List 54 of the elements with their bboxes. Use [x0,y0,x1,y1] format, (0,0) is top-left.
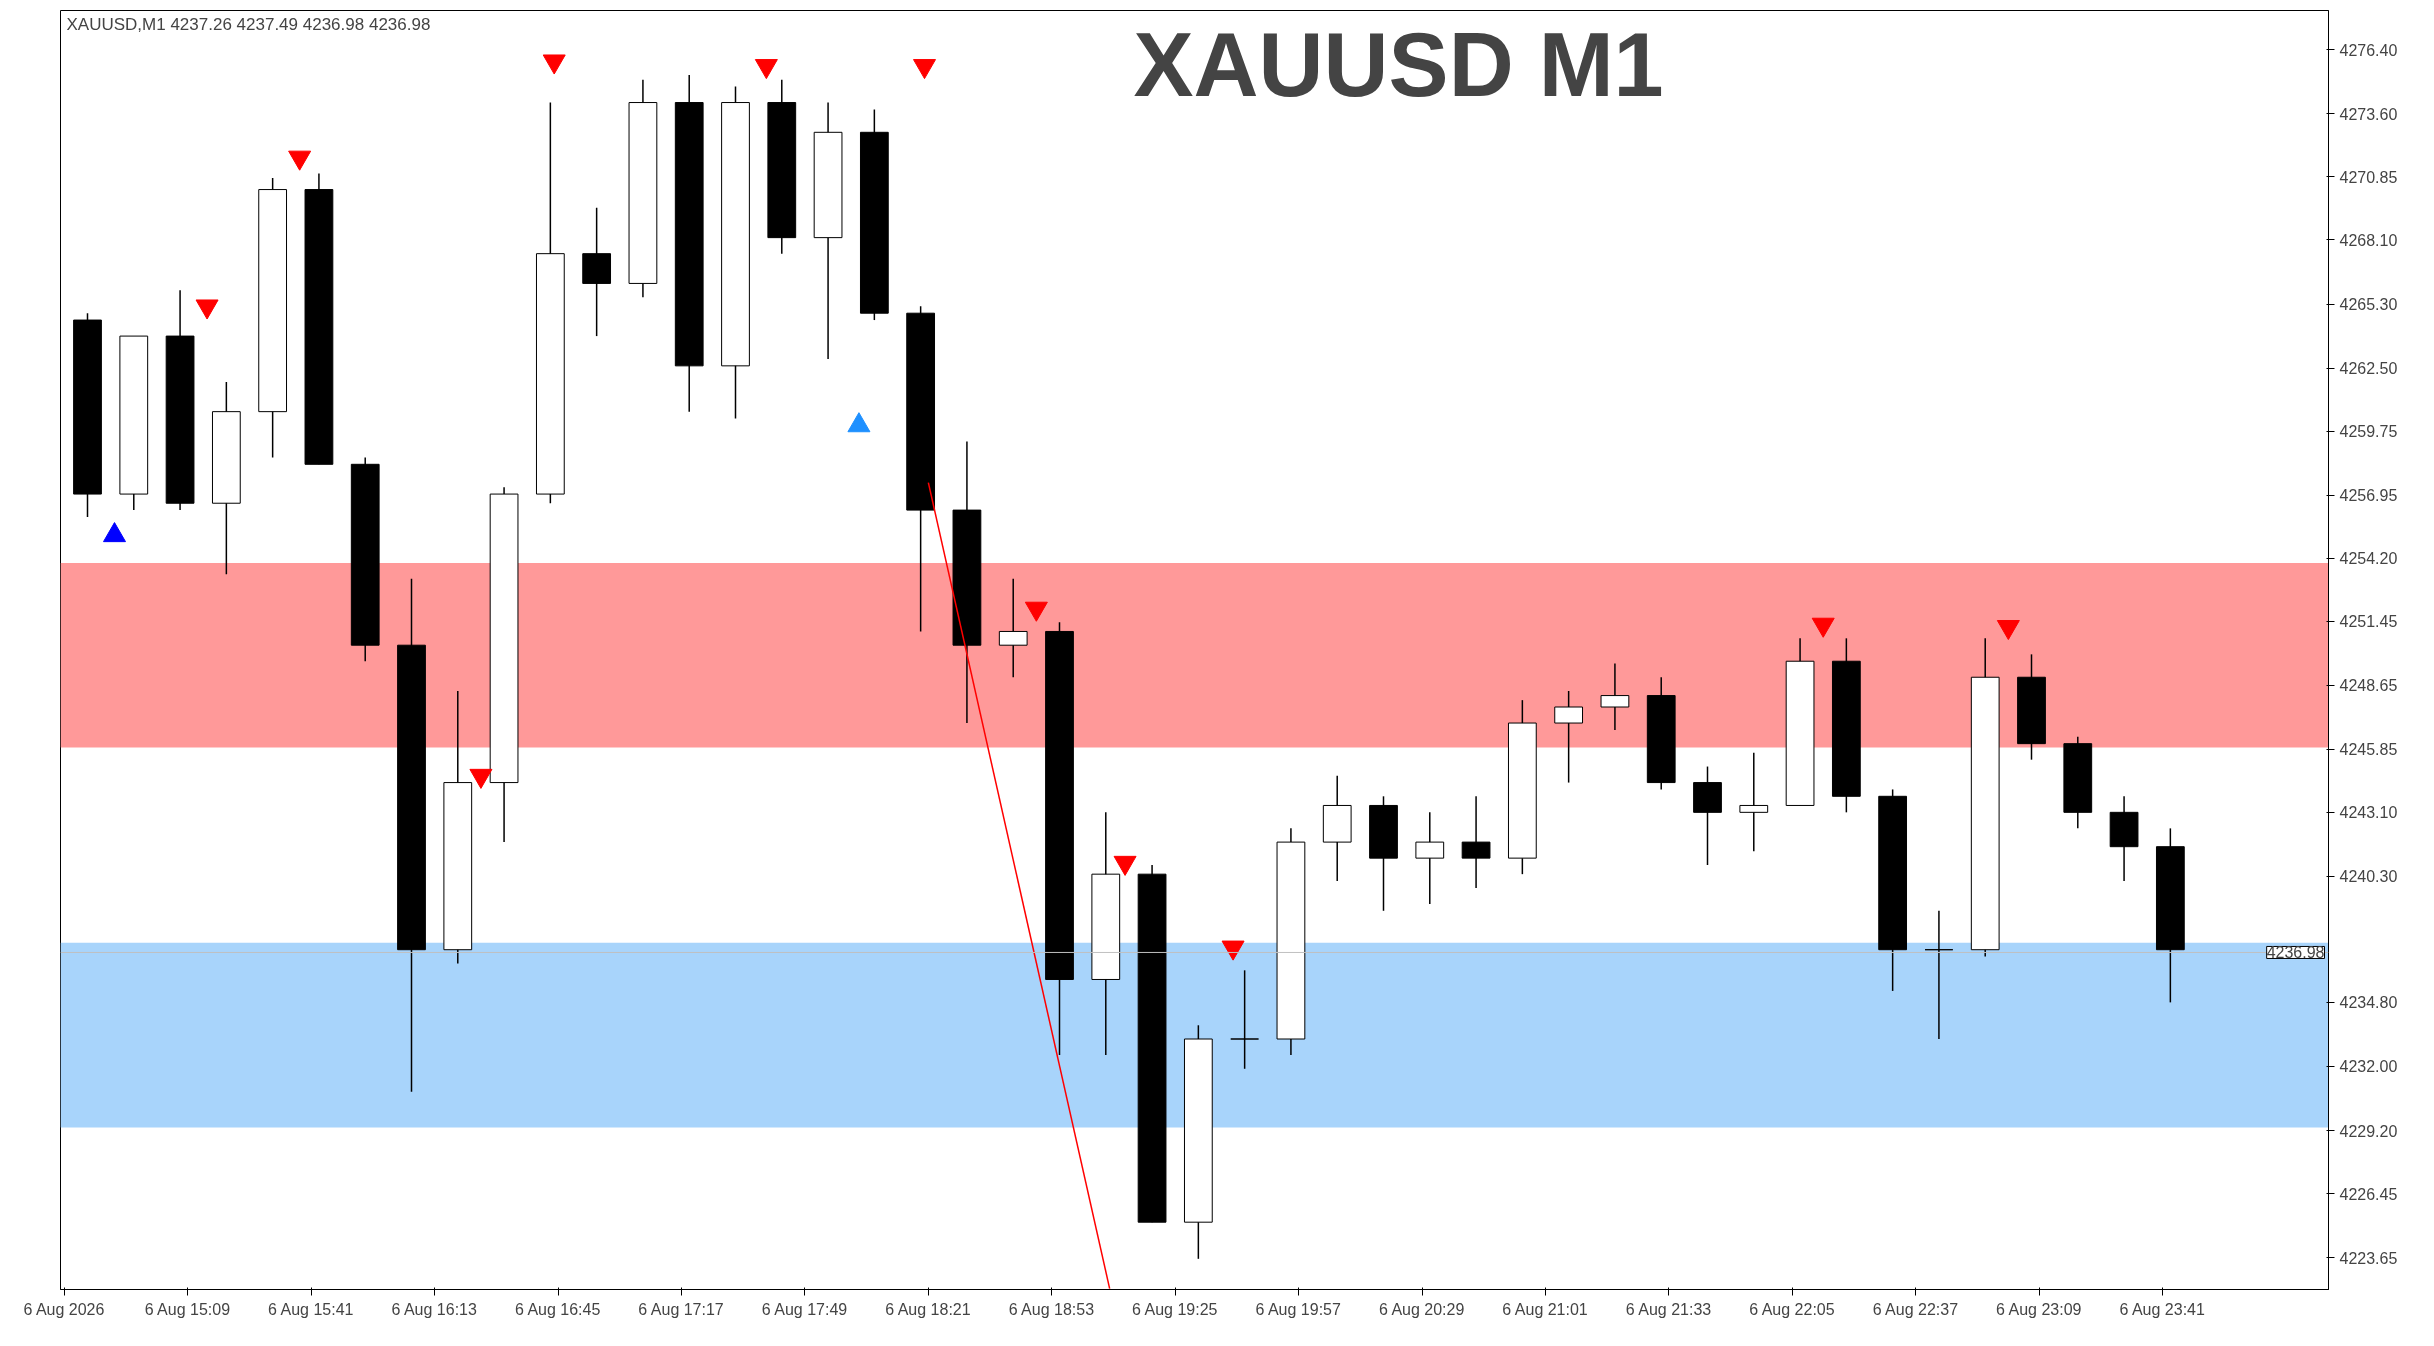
x-tick-label: 6 Aug 21:01 [1502,1300,1588,1318]
x-tick-label: 6 Aug 16:45 [514,1300,601,1318]
x-tick-label: 6 Aug 2026 [23,1300,105,1318]
y-tick-label: 4229.20 [2339,1122,2398,1140]
candlestick [1230,969,1260,1070]
point [542,54,566,75]
point [1996,620,2020,641]
y-tick-label: 4248.65 [2339,677,2398,695]
y-tick-label: 4270.85 [2339,168,2398,186]
y-tick-label: 4265.30 [2339,296,2398,314]
point [754,59,778,80]
y-tick-label: 4226.45 [2339,1185,2398,1203]
point [288,150,312,171]
candlestick [1739,752,1769,853]
x-tick-label: 6 Aug 23:41 [2119,1300,2206,1318]
point [1113,855,1137,876]
point [1024,601,1048,622]
y-tick-label: 4254.20 [2339,550,2398,568]
x-tick-label: 6 Aug 15:09 [144,1300,231,1318]
y-tick-label: 4234.80 [2339,994,2398,1012]
point [913,59,936,80]
point [1221,940,1245,961]
y-tick-label: 4273.60 [2339,105,2398,123]
x-tick-label: 6 Aug 18:53 [1008,1300,1095,1318]
point [469,768,493,789]
x-tick-label: 6 Aug 15:41 [268,1300,354,1318]
y-tick-label: 4262.50 [2339,360,2398,378]
x-tick-label: 6 Aug 18:21 [885,1300,971,1318]
y-tick-label: 4259.75 [2339,423,2398,441]
x-tick-label: 6 Aug 23:09 [1996,1300,2082,1318]
y-tick-label: 4276.40 [2339,41,2398,59]
ref-line-label: 4236.98 [2266,944,2325,962]
x-tick-label: 6 Aug 21:33 [1625,1300,1712,1318]
x-tick-label: 6 Aug 22:05 [1749,1300,1835,1318]
annotation: XAUUSD,M1 4237.26 4237.49 4236.98 4236.98 [66,14,431,34]
y-tick-label: 4240.30 [2339,868,2398,886]
x-tick-label: 6 Aug 22:37 [1872,1300,1959,1318]
x-tick-label: 6 Aug 17:49 [761,1300,848,1318]
point [195,299,219,320]
x-tick-label: 6 Aug 17:17 [638,1300,724,1318]
x-tick-label: 6 Aug 19:57 [1255,1300,1342,1318]
y-tick-label: 4245.85 [2339,741,2398,759]
y-tick-label: 4256.95 [2339,487,2398,505]
x-tick-label: 6 Aug 16:13 [391,1300,478,1318]
candlestick [1924,910,1954,1040]
x-tick-label: 6 Aug 19:25 [1132,1300,1218,1318]
y-tick-label: 4243.10 [2339,804,2398,822]
y-tick-label: 4268.10 [2339,231,2398,249]
y-tick-label: 4232.00 [2339,1058,2398,1076]
y-tick-label: 4223.65 [2339,1249,2398,1267]
point [1811,617,1835,638]
x-tick-label: 6 Aug 20:29 [1378,1300,1465,1318]
chart-title: XAUUSD M1 [1133,14,1664,115]
y-tick-label: 4251.45 [2339,613,2398,631]
